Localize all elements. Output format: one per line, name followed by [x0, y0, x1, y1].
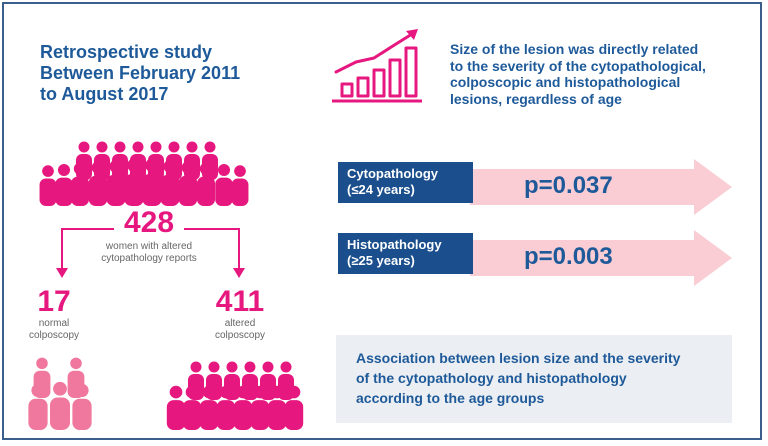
study-line-1: Retrospective study — [40, 42, 213, 62]
person-icon — [106, 159, 126, 206]
association-line-1: Association between lesion size and the … — [356, 350, 681, 366]
person-icon — [70, 162, 90, 206]
study-line-3: to August 2017 — [40, 84, 169, 104]
person-icon — [28, 383, 48, 430]
person-icon — [284, 385, 304, 430]
people-crowd-icon — [166, 361, 304, 430]
association-box: Association between lesion size and the … — [336, 335, 732, 423]
histopathology-label: Histopathology (≥25 years) — [338, 233, 473, 274]
people-small-group-icon — [28, 357, 92, 430]
altered-caption: altered colposcopy — [195, 318, 285, 342]
lesion-line-4: lesions, regardless of age — [450, 90, 622, 107]
normal-count: 17 — [37, 285, 71, 318]
altered-caption-line-1: altered — [224, 318, 256, 329]
cytopathology-label: Cytopathology (≤24 years) — [338, 162, 473, 203]
person-icon — [196, 162, 216, 206]
lesion-size-statement: Size of the lesion was directly related … — [450, 41, 750, 107]
normal-caption-line-2: colposcopy — [28, 330, 80, 341]
histopathology-label-line-1: Histopathology — [347, 237, 442, 252]
person-icon — [231, 165, 249, 206]
lesion-line-2: to the severity of the cytopathological, — [450, 57, 706, 74]
branch-arrow-icon — [56, 228, 245, 278]
cytopathology-label-line-1: Cytopathology — [347, 166, 438, 181]
total-caption-line-2: cytopathology reports — [101, 253, 197, 264]
study-line-2: Between February 2011 — [40, 63, 241, 83]
person-icon — [250, 385, 270, 430]
result-arrow-1 — [470, 159, 732, 215]
normal-caption: normal colposcopy — [14, 318, 94, 342]
histopathology-label-line-2: (≥25 years) — [347, 253, 415, 268]
person-icon — [178, 161, 198, 206]
association-line-2: of the cytopathology and histopathology — [356, 370, 627, 386]
infographic-frame: Retrospective study Between February 201… — [2, 2, 762, 440]
histopathology-pvalue: p=0.003 — [524, 243, 613, 270]
person-icon — [160, 159, 180, 206]
person-icon — [184, 141, 200, 180]
study-period: Retrospective study Between February 201… — [40, 42, 290, 105]
person-icon — [50, 381, 70, 430]
bar-chart-growth-icon — [332, 29, 422, 103]
total-caption: women with altered cytopathology reports — [74, 241, 224, 265]
person-icon — [39, 165, 57, 206]
person-icon — [94, 141, 110, 180]
altered-count: 411 — [215, 285, 265, 318]
person-icon — [166, 385, 186, 430]
association-line-3: according to the age groups — [356, 390, 545, 406]
people-crowd-icon — [39, 141, 249, 206]
cytopathology-label-line-2: (≤24 years) — [347, 182, 415, 197]
person-icon — [88, 161, 108, 206]
result-arrow-2 — [470, 230, 732, 286]
person-icon — [72, 383, 92, 430]
person-icon — [124, 158, 144, 206]
altered-caption-line-2: colposcopy — [214, 330, 266, 341]
person-icon — [216, 385, 236, 430]
person-icon — [267, 385, 287, 430]
person-icon — [199, 385, 219, 430]
cytopathology-pvalue: p=0.037 — [524, 172, 613, 199]
total-count: 428 — [123, 206, 175, 239]
person-icon — [142, 158, 162, 206]
person-icon — [55, 163, 73, 206]
total-caption-line-1: women with altered — [105, 241, 193, 252]
lesion-line-1: Size of the lesion was directly related — [450, 41, 699, 57]
person-icon — [215, 163, 233, 206]
person-icon — [182, 385, 202, 430]
lesion-line-3: colposcopic and histopathological — [450, 74, 681, 90]
normal-caption-line-1: normal — [38, 318, 70, 329]
person-icon — [233, 385, 253, 430]
